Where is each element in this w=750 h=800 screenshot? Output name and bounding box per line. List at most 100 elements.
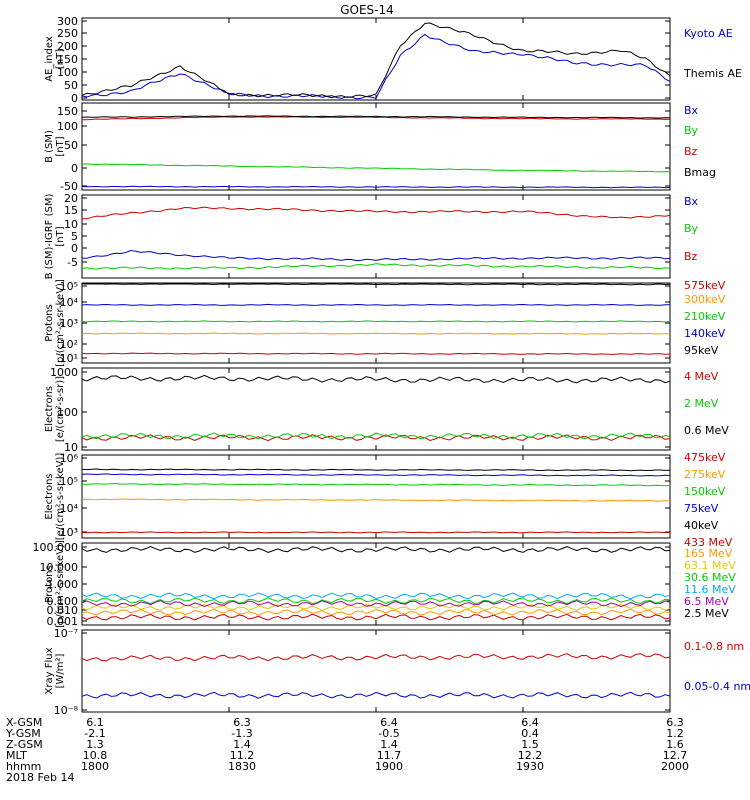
series-line-165-mev bbox=[81, 608, 671, 616]
y-tick-label: 100 bbox=[57, 120, 78, 133]
legend-entry: Bz bbox=[684, 250, 698, 263]
ephemeris-value: 1.5 bbox=[521, 738, 539, 751]
ephemeris-value: 6.3 bbox=[666, 716, 684, 729]
series-line-themis-ae bbox=[81, 22, 671, 99]
y-tick-label: -5 bbox=[67, 256, 78, 269]
y-tick-label: 200 bbox=[57, 40, 78, 53]
y-axis-label: Protons bbox=[44, 304, 55, 341]
y-tick-label: 10 bbox=[64, 218, 78, 231]
ephemeris-value: 12.7 bbox=[663, 749, 688, 762]
ephemeris-value: -1.3 bbox=[231, 727, 252, 740]
series-line-75kev bbox=[81, 473, 671, 477]
ephemeris-value: -2.1 bbox=[84, 727, 105, 740]
ephemeris-value: 1.4 bbox=[233, 738, 251, 751]
y-tick-label: 10⁶ bbox=[60, 452, 79, 465]
ephemeris-value: 1930 bbox=[516, 760, 544, 773]
legend-entry: 0.6 MeV bbox=[684, 424, 729, 437]
legend-entry: Kyoto AE bbox=[684, 27, 733, 40]
legend-entry: 275keV bbox=[684, 468, 726, 481]
ephemeris-value: 1.3 bbox=[86, 738, 104, 751]
y-tick-label: 0 bbox=[71, 92, 78, 105]
y-tick-label: 300 bbox=[57, 15, 78, 28]
y-tick-label: 100 bbox=[57, 406, 78, 419]
panel-frame bbox=[81, 454, 671, 539]
y-axis-label: [e/(cm²-s-sr)] bbox=[55, 376, 66, 442]
series-line-11-6-mev bbox=[81, 592, 671, 600]
y-tick-label: 0 bbox=[71, 162, 78, 175]
y-tick-label: 1.000 bbox=[47, 578, 79, 591]
y-tick-label: 10⁵ bbox=[60, 475, 78, 488]
y-tick-label: 100 bbox=[57, 66, 78, 79]
y-axis-label: [e/(cm²-s-sr-keV)] bbox=[55, 453, 66, 541]
ephemeris-value: 11.2 bbox=[230, 749, 255, 762]
series-line-150kev bbox=[81, 483, 671, 487]
panel-2: 150 100 50 0 -50 B (SM) [nT] Bx By Bz Bmag bbox=[44, 102, 716, 193]
y-tick-label: 0.001 bbox=[47, 615, 79, 628]
y-tick-label: 10.000 bbox=[40, 561, 79, 574]
series-line-bz bbox=[81, 206, 671, 220]
ephemeris-value: 0.4 bbox=[521, 727, 539, 740]
ephemeris-label: 2018 Feb 14 bbox=[6, 771, 74, 784]
y-axis-label: Protons bbox=[44, 565, 55, 602]
series-line-by bbox=[81, 163, 671, 173]
series-line-bz bbox=[81, 116, 671, 121]
ephemeris-value: 6.1 bbox=[86, 716, 104, 729]
ephemeris-value: 1.6 bbox=[666, 738, 684, 751]
legend-entry: 165 MeV bbox=[684, 547, 733, 560]
y-tick-label: 150 bbox=[57, 53, 78, 66]
legend-entry: 0.1-0.8 nm bbox=[684, 640, 744, 653]
y-axis-label: [nT] bbox=[55, 226, 66, 246]
legend-entry: 210keV bbox=[684, 310, 726, 323]
series-line-40kev bbox=[81, 468, 671, 472]
y-tick-label: 0 bbox=[71, 242, 78, 255]
y-axis-label: Electrons bbox=[44, 473, 55, 519]
ephemeris-value: 11.7 bbox=[377, 749, 402, 762]
legend-entry: Bz bbox=[684, 145, 698, 158]
legend-entry: By bbox=[684, 222, 699, 235]
y-tick-label: 10² bbox=[60, 338, 78, 351]
y-axis-label: [p/(cm²-s-sr-keV)] bbox=[55, 540, 66, 628]
ephemeris-label: MLT bbox=[6, 749, 27, 762]
series-line-kyoto-ae bbox=[81, 33, 671, 100]
series-line-by bbox=[81, 263, 671, 270]
y-tick-label: 50 bbox=[64, 79, 78, 92]
panel-frame bbox=[81, 17, 671, 101]
legend-entry: 475keV bbox=[684, 451, 726, 464]
y-tick-label: 250 bbox=[57, 27, 78, 40]
y-tick-label: 10⁻⁸ bbox=[54, 704, 79, 717]
y-axis-label: [W/m²] bbox=[55, 653, 66, 688]
ephemeris-value: 12.2 bbox=[518, 749, 543, 762]
y-tick-label: 10¹ bbox=[60, 352, 78, 365]
panel-frame bbox=[81, 194, 671, 279]
ephemeris-value: -0.5 bbox=[378, 727, 399, 740]
series-line-210kev bbox=[81, 320, 671, 323]
y-axis-label: AE_index bbox=[44, 36, 55, 82]
legend-entry: 140keV bbox=[684, 327, 726, 340]
legend-entry: 6.5 MeV bbox=[684, 595, 729, 608]
series-line-300kev bbox=[81, 332, 671, 335]
y-axis-label: Xray Flux bbox=[44, 647, 55, 694]
series-line-0-05-0-4-nm bbox=[81, 691, 671, 699]
ephemeris-value: 6.4 bbox=[521, 716, 539, 729]
y-axis-label: Electrons bbox=[44, 386, 55, 432]
legend-entry: 2.5 MeV bbox=[684, 607, 729, 620]
y-tick-label: 50 bbox=[64, 139, 78, 152]
legend-entry: By bbox=[684, 124, 699, 137]
ephemeris-label: hhmm bbox=[6, 760, 41, 773]
y-tick-label: 10³ bbox=[60, 317, 78, 330]
ephemeris-label: Y-GSM bbox=[5, 727, 41, 740]
ephemeris-value: 1830 bbox=[228, 760, 256, 773]
y-tick-label: 5 bbox=[71, 230, 78, 243]
ephemeris-value: 1800 bbox=[81, 760, 109, 773]
legend-entry: 11.6 MeV bbox=[684, 583, 736, 596]
legend-entry: 150keV bbox=[684, 485, 726, 498]
y-tick-label: 0.010 bbox=[47, 604, 79, 617]
panel-5: 1000 100 10 Electrons [e/(cm²-s-sr)] 4 MeV 2 M… bbox=[44, 366, 729, 454]
ephemeris-value: 1900 bbox=[375, 760, 403, 773]
y-tick-label: 10 bbox=[64, 441, 78, 454]
